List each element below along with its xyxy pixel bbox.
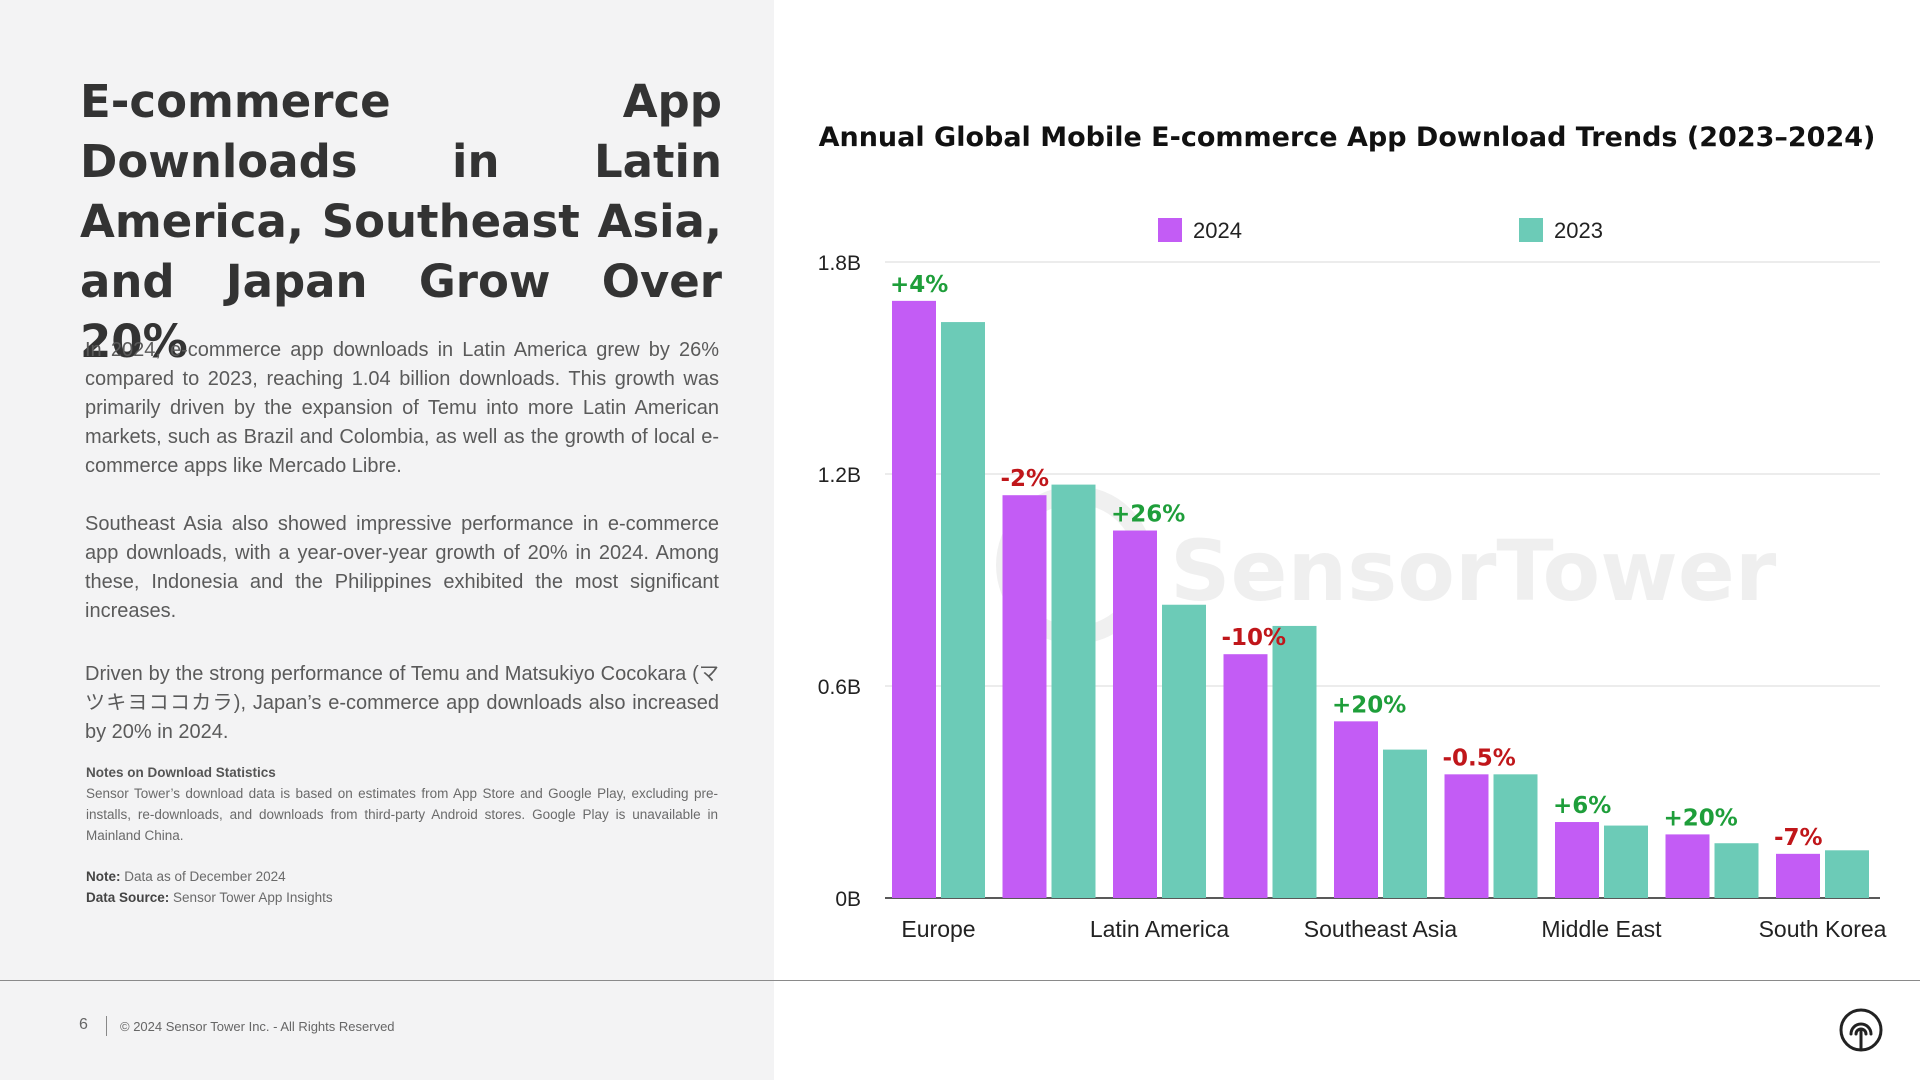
change-label: -0.5% bbox=[1443, 745, 1516, 771]
bar-2023 bbox=[1051, 484, 1096, 898]
change-label: -10% bbox=[1222, 625, 1287, 651]
legend-label: 2024 bbox=[1193, 218, 1242, 243]
bar-2024 bbox=[1444, 774, 1489, 898]
y-tick-label: 1.8B bbox=[818, 252, 861, 275]
note-line: Note: Data as of December 2024 bbox=[86, 866, 718, 887]
note-label: Note: bbox=[86, 869, 121, 884]
y-tick-label: 0B bbox=[835, 888, 861, 911]
footer-divider bbox=[0, 980, 1920, 981]
y-tick-label: 1.2B bbox=[818, 464, 861, 487]
copyright-text: © 2024 Sensor Tower Inc. - All Rights Re… bbox=[120, 1019, 395, 1034]
legend-swatch bbox=[1158, 218, 1182, 242]
note-value: Data as of December 2024 bbox=[124, 869, 286, 884]
x-tick-label: South Korea bbox=[1759, 916, 1887, 942]
svg-text:SensorTower: SensorTower bbox=[1170, 522, 1777, 620]
x-tick-label: Southeast Asia bbox=[1304, 916, 1458, 942]
x-tick-label: Europe bbox=[901, 916, 975, 942]
x-tick-label: Middle East bbox=[1541, 916, 1662, 942]
legend-label: 2023 bbox=[1554, 218, 1603, 243]
watermark: SensorTower bbox=[996, 486, 1777, 644]
notes-text: Sensor Tower’s download data is based on… bbox=[86, 786, 718, 843]
sensor-tower-logo-icon bbox=[1839, 1008, 1883, 1052]
bar-2023 bbox=[1493, 774, 1538, 898]
bar-2024 bbox=[1113, 530, 1157, 898]
change-label: -2% bbox=[1001, 466, 1050, 492]
page-number: 6 bbox=[79, 1016, 88, 1033]
change-label: +6% bbox=[1553, 793, 1611, 819]
bar-2023 bbox=[1272, 625, 1317, 898]
bar-2023 bbox=[1714, 843, 1759, 898]
chart-title: Annual Global Mobile E-commerce App Down… bbox=[818, 122, 1876, 153]
change-label: +20% bbox=[1664, 805, 1738, 831]
y-tick-label: 0.6B bbox=[818, 676, 861, 699]
data-source-value: Sensor Tower App Insights bbox=[173, 890, 333, 905]
bar-2023 bbox=[1604, 825, 1648, 898]
bar-2023 bbox=[1162, 604, 1206, 898]
paragraph-japan: Driven by the strong performance of Temu… bbox=[85, 663, 719, 743]
bar-2024 bbox=[1334, 721, 1378, 898]
data-source-label: Data Source: bbox=[86, 890, 170, 905]
bar-2023 bbox=[941, 322, 985, 899]
change-label: -7% bbox=[1774, 825, 1823, 851]
left-panel bbox=[0, 0, 774, 1080]
paragraph-southeast-asia: Southeast Asia also showed impressive pe… bbox=[85, 513, 719, 622]
bar-2024 bbox=[1223, 654, 1268, 898]
bar-2023 bbox=[1825, 850, 1869, 898]
change-label: +4% bbox=[890, 272, 948, 298]
bar-2023 bbox=[1383, 749, 1427, 898]
paragraph-latin-america: In 2024, e-commerce app downloads in Lat… bbox=[85, 339, 719, 477]
notes-heading: Notes on Download Statistics bbox=[86, 765, 276, 780]
change-label: +26% bbox=[1111, 502, 1185, 528]
bar-2024 bbox=[1665, 834, 1710, 898]
data-source-line: Data Source: Sensor Tower App Insights bbox=[86, 887, 718, 908]
legend-swatch bbox=[1519, 218, 1543, 242]
bar-2024 bbox=[892, 300, 936, 898]
notes-section: Notes on Download Statistics Sensor Towe… bbox=[86, 762, 718, 908]
bar-2024 bbox=[1002, 495, 1047, 898]
bar-2024 bbox=[1776, 853, 1820, 898]
headline: E-commerce App Downloads in Latin Americ… bbox=[80, 75, 722, 368]
bar-2024 bbox=[1555, 822, 1599, 898]
change-label: +20% bbox=[1332, 692, 1406, 718]
x-tick-label: Latin America bbox=[1090, 916, 1230, 942]
page-number-separator bbox=[106, 1016, 107, 1036]
